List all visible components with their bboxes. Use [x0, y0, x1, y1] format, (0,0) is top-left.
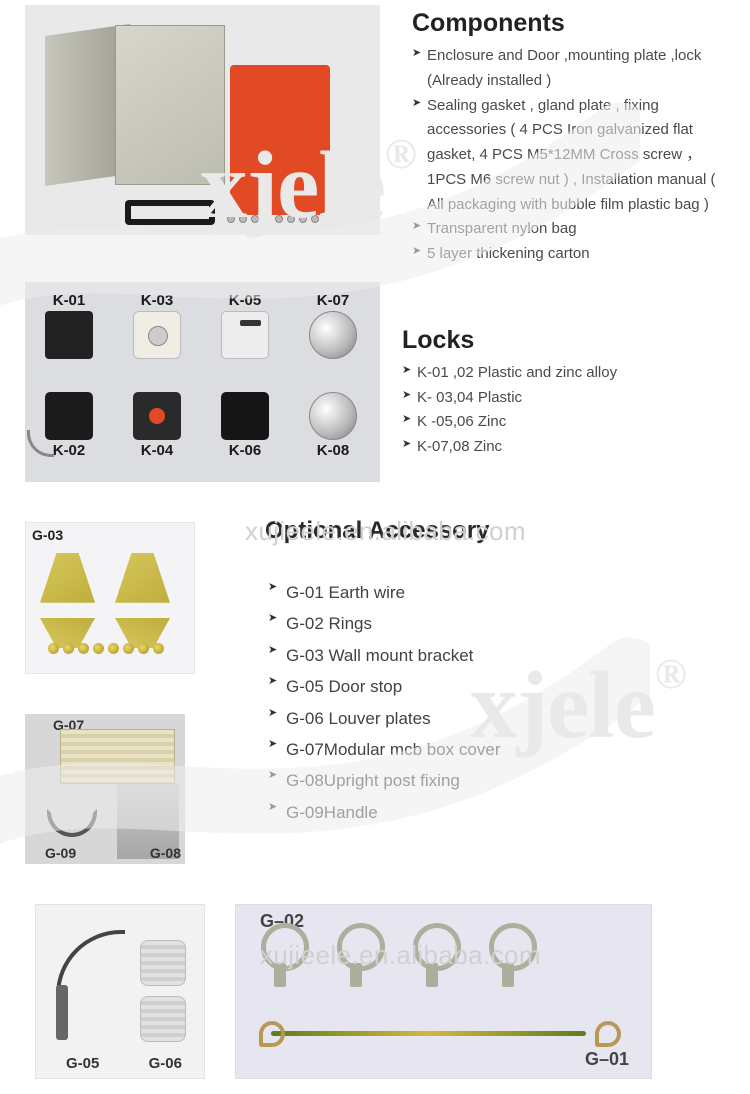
- lock-label-k08: K-08: [289, 442, 377, 459]
- lock-label-k04: K-04: [113, 442, 201, 459]
- bottom-images: G-05 G-06 G–02 G–01: [0, 874, 750, 1094]
- g03-image: G-03: [25, 522, 195, 674]
- components-item: 5 layer thickening carton: [412, 242, 725, 267]
- locks-item: K-01 ,02 Plastic and zinc alloy: [402, 361, 725, 386]
- lock-label-k07: K-07: [289, 292, 377, 309]
- optional-list: G-01 Earth wire G-02 Rings G-03 Wall mou…: [268, 577, 500, 829]
- optional-section: Optional Accessory G-03 G-07 G-09 G-08 G…: [0, 492, 750, 874]
- locks-item: K-07,08 Zinc: [402, 435, 725, 460]
- g01-label: G–01: [585, 1049, 629, 1070]
- components-image: [25, 5, 380, 235]
- locks-section: K-01 K-03 K-05 K-07 K-02 K-04 K-06 K-08 …: [0, 277, 750, 492]
- lock-label-k05: K-05: [201, 292, 289, 309]
- optional-item: G-02 Rings: [268, 608, 500, 639]
- g05-06-image: G-05 G-06: [35, 904, 205, 1079]
- optional-title: Optional Accessory: [265, 517, 490, 545]
- optional-item: G-07Modular mcb box cover: [268, 734, 500, 765]
- optional-item: G-01 Earth wire: [268, 577, 500, 608]
- g08-label: G-08: [150, 845, 181, 861]
- components-item: Transparent nylon bag: [412, 217, 725, 242]
- lock-label-k03: K-03: [113, 292, 201, 309]
- components-section: Components Enclosure and Door ,mounting …: [0, 0, 750, 277]
- optional-item: G-09Handle: [268, 797, 500, 828]
- locks-image: K-01 K-03 K-05 K-07 K-02 K-04 K-06 K-08: [25, 282, 380, 482]
- g07-08-09-image: G-07 G-09 G-08: [25, 714, 185, 864]
- g03-label: G-03: [32, 527, 63, 543]
- g06-label: G-06: [149, 1055, 182, 1072]
- locks-item: K -05,06 Zinc: [402, 410, 725, 435]
- lock-label-k06: K-06: [201, 442, 289, 459]
- g01-02-image: G–02 G–01: [235, 904, 652, 1079]
- optional-item: G-06 Louver plates: [268, 703, 500, 734]
- locks-title: Locks: [402, 326, 725, 355]
- lock-label-k01: K-01: [25, 292, 113, 309]
- locks-item: K- 03,04 Plastic: [402, 386, 725, 411]
- optional-item: G-03 Wall mount bracket: [268, 640, 500, 671]
- optional-item: G-05 Door stop: [268, 671, 500, 702]
- components-title: Components: [412, 9, 725, 38]
- g05-label: G-05: [66, 1055, 99, 1072]
- components-item: Enclosure and Door ,mounting plate ,lock…: [412, 44, 725, 94]
- optional-item: G-08Upright post fixing: [268, 765, 500, 796]
- g09-label: G-09: [45, 845, 76, 861]
- components-item: Sealing gasket , gland plate , fixing ac…: [412, 94, 725, 218]
